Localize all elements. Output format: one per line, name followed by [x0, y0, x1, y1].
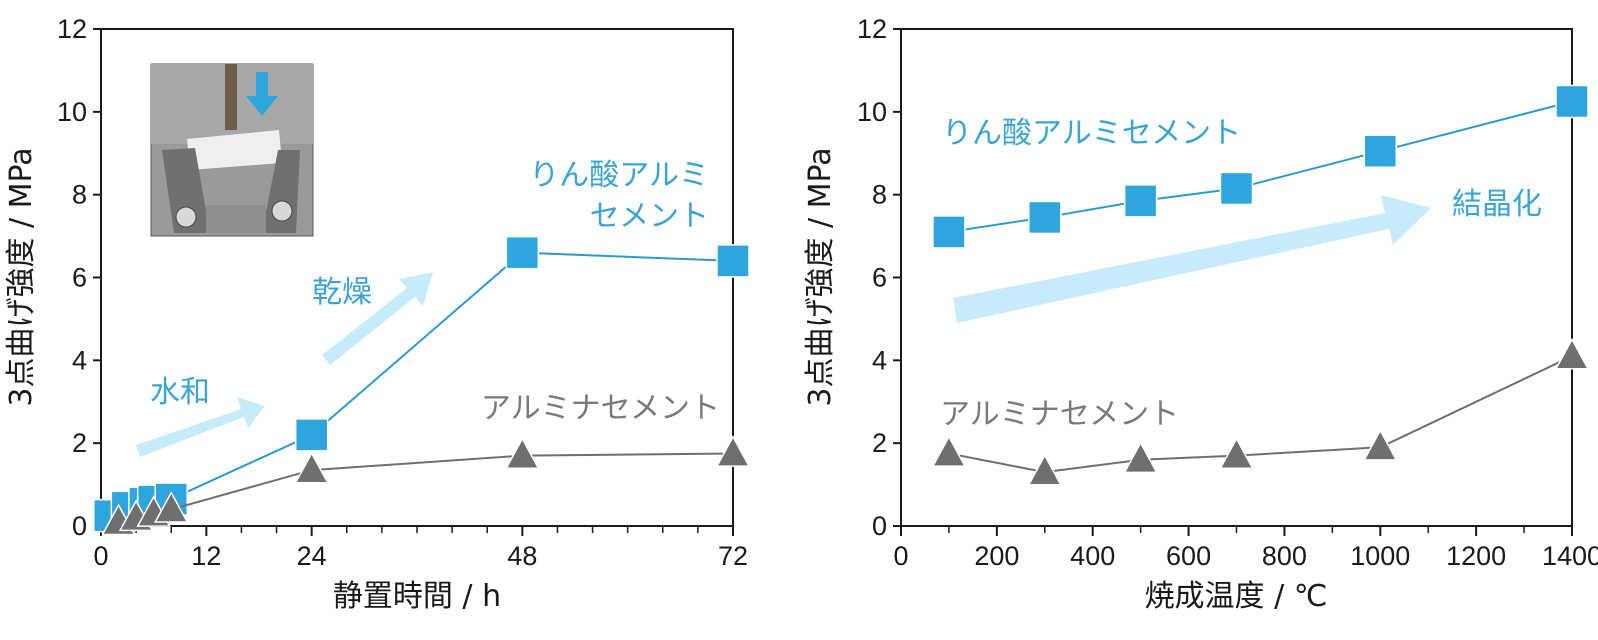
x-tick-label: 1400: [1542, 541, 1598, 571]
y-tick-label: 10: [57, 97, 87, 127]
chart-right: 0 2 4 6 8 10 12 0 200 400 600 800 1000 1200 1400 焼成温度 …: [803, 14, 1598, 614]
gray-triangle-marker: [1219, 437, 1254, 469]
drying-label: 乾燥: [312, 275, 372, 310]
x-tick-label: 48: [507, 541, 537, 571]
blue-series-label-line1: りん酸アルミ: [529, 158, 709, 193]
drying-arrow: [322, 272, 433, 365]
y-tick-label: 12: [57, 14, 87, 44]
y-tick-label: 0: [72, 511, 87, 541]
y-tick-label: 8: [72, 180, 87, 210]
gray-triangle-marker: [1123, 441, 1158, 474]
x-tick-label: 1200: [1446, 541, 1506, 571]
gray-triangle-marker: [1554, 337, 1590, 370]
x-tick-label: 12: [191, 541, 221, 571]
x-tick-label: 0: [93, 541, 108, 571]
y-tick-label: 0: [872, 511, 887, 541]
y-axis-label-left: 3点曲げ強度 / MPa: [4, 147, 39, 406]
x-tick-label: 200: [974, 541, 1019, 571]
x-axis-label-left: 静置時間 / h: [333, 579, 501, 614]
blue-square-marker: [932, 215, 966, 249]
x-axis-label-right: 焼成温度 / ℃: [1145, 579, 1328, 614]
gray-series-label: アルミナセメント: [481, 391, 720, 426]
y-tick-label: 6: [872, 263, 887, 293]
y-tick-label: 4: [72, 345, 87, 375]
x-tick-label: 1000: [1350, 541, 1410, 571]
y-tick-label: 2: [72, 428, 87, 458]
blue-square-marker: [1123, 184, 1158, 218]
blue-square-marker: [716, 244, 750, 278]
gray-triangle-marker: [715, 435, 751, 467]
gray-triangle-marker: [1027, 453, 1063, 486]
crystallization-arrow: [953, 195, 1431, 323]
gray-series-line: [948, 355, 1573, 474]
x-tick-label: 0: [893, 541, 908, 571]
y-tick-label: 10: [857, 97, 887, 127]
x-tick-label: 400: [1070, 541, 1115, 571]
blue-series-label-line2: セメント: [590, 199, 709, 234]
x-tick-label: 24: [297, 541, 327, 571]
three-point-bending-test-photo: [150, 63, 314, 237]
y-tick-label: 12: [857, 14, 887, 44]
blue-square-marker: [1555, 84, 1589, 119]
y-tick-label: 4: [872, 345, 887, 375]
gray-series-line: [118, 452, 734, 523]
x-tick-label: 72: [718, 541, 748, 571]
blue-square-marker: [294, 418, 329, 452]
gray-triangle-marker: [294, 451, 329, 484]
gray-triangle-marker: [931, 435, 967, 467]
gray-triangle-marker: [505, 437, 540, 469]
gray-triangle-marker: [1363, 428, 1398, 461]
hydration-label: 水和: [150, 375, 210, 410]
x-tick-label: 600: [1166, 541, 1211, 571]
blue-square-marker: [1219, 171, 1254, 206]
gray-triangle-marker: [153, 491, 189, 523]
y-tick-label: 8: [872, 180, 887, 210]
y-axis-label-right: 3点曲げ強度 / MPa: [803, 147, 838, 406]
hydration-arrow: [136, 397, 265, 457]
blue-square-marker: [505, 235, 540, 270]
gray-series-label-right: アルミナセメント: [940, 397, 1179, 432]
x-tick-label: 800: [1262, 541, 1307, 571]
blue-square-marker: [1028, 200, 1062, 235]
blue-series-label-right: りん酸アルミセメント: [942, 116, 1241, 151]
y-tick-label: 2: [872, 428, 887, 458]
y-tick-label: 6: [72, 263, 87, 293]
blue-square-marker: [1363, 134, 1398, 168]
crystallization-label: 結晶化: [1452, 187, 1542, 222]
